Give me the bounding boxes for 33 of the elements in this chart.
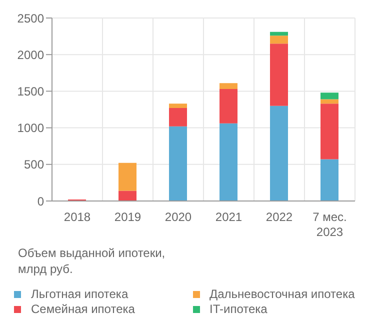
x-tick-label: 7 мес. 2023 [312, 210, 347, 239]
bar [118, 162, 136, 191]
x-tick-label: 2021 [215, 210, 242, 224]
bar [169, 104, 187, 108]
bar [169, 126, 187, 201]
y-tick-label: 500 [24, 158, 44, 172]
legend-label: Семейная ипотека [31, 302, 135, 316]
x-tick-label: 2018 [64, 210, 91, 224]
y-tick-label: 1500 [17, 84, 44, 98]
bar [220, 123, 238, 201]
legend-label: Дальневосточная ипотека [210, 287, 355, 301]
y-tick-label: 1000 [17, 121, 44, 136]
bar [220, 89, 238, 124]
bar [169, 108, 187, 126]
x-tick-label: 2019 [114, 210, 142, 224]
bar [270, 44, 288, 106]
y-tick-label: 2500 [17, 11, 44, 26]
bar [320, 92, 338, 100]
y-axis-title: Объем выданной ипотеки, млрд руб. [17, 245, 166, 277]
bar [220, 83, 238, 90]
y-tick-label: 0 [37, 194, 44, 208]
y-tick-label: 2000 [17, 48, 44, 62]
x-tick-label: 2020 [164, 210, 192, 224]
bar [270, 106, 288, 201]
x-tick-label: 2022 [266, 210, 293, 224]
legend-label: Льготная ипотека [31, 287, 128, 301]
bar [270, 36, 288, 44]
bar [320, 104, 338, 160]
bar [270, 32, 288, 36]
bar [118, 190, 136, 201]
bar [320, 99, 338, 104]
legend-label: IT-ипотека [210, 302, 268, 316]
bar [320, 159, 338, 201]
